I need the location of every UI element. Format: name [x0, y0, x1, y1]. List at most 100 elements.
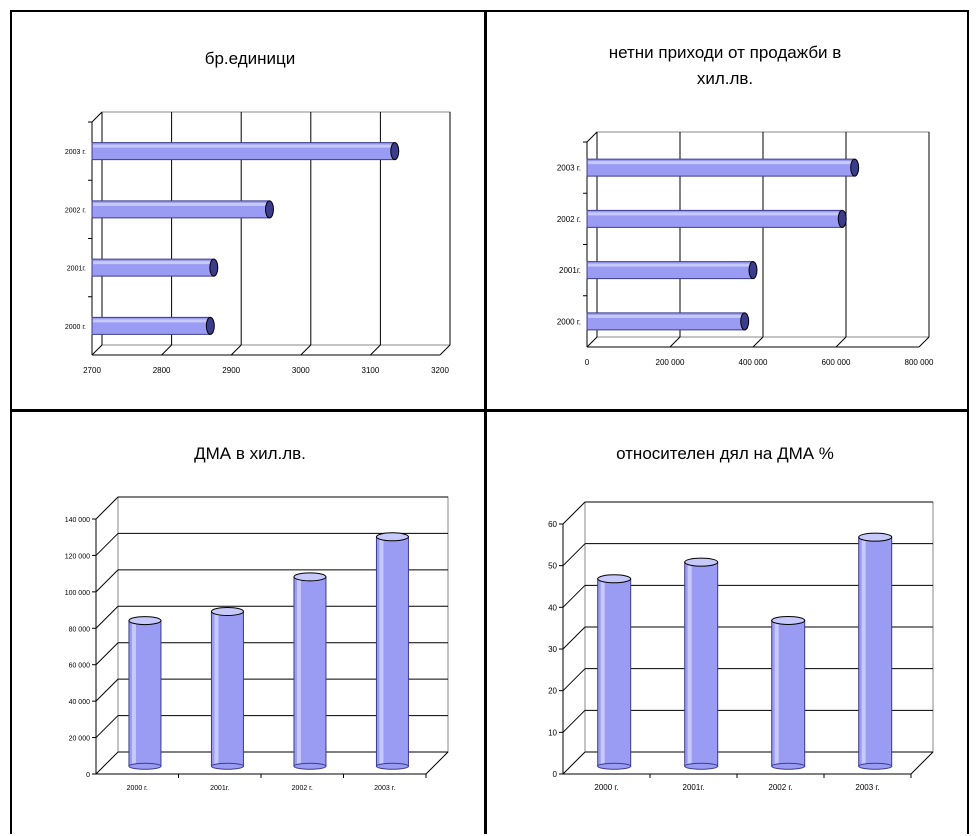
- c0-x-tick-label: 2700: [83, 366, 101, 375]
- c3-side-line: [562, 501, 586, 525]
- c1-category-label: 2003 г.: [557, 164, 581, 173]
- chart-panel-units: бр.единици 2700 2800 2900 3000 3100 3200 2000 г…: [10, 10, 486, 411]
- c2-side-line: [95, 605, 119, 629]
- c2-category-label: 2002 г.: [292, 785, 313, 792]
- fixed-assets-chart: ДМА в хил.лв. 0 20 000 40 000 60 000 80 000 10…: [65, 444, 449, 792]
- c0-bar-end: [264, 200, 274, 219]
- c3-side-line: [562, 584, 586, 608]
- c2-y-tick-label: 140 000: [65, 517, 90, 524]
- c0-bar-highlight: [93, 144, 394, 148]
- c2-bar-highlight: [214, 611, 219, 767]
- c2-category-label: 2000 г.: [127, 785, 148, 792]
- c1-floor-line: [669, 336, 681, 348]
- c1-bar-highlight: [588, 263, 752, 267]
- c0-bar-end: [390, 142, 400, 161]
- c2-y-tick-label: 120 000: [65, 553, 90, 560]
- c2-bar-highlight: [379, 536, 384, 767]
- c1-x-tick-label: 800 000: [905, 358, 934, 367]
- c1-category-label: 2002 г.: [557, 215, 581, 224]
- c3-category-label: 2001г.: [683, 783, 705, 792]
- c3-bar-base: [684, 762, 719, 770]
- c0-x-tick-label: 2900: [222, 366, 240, 375]
- c1-floor-line: [918, 336, 930, 348]
- chart-panel-net-revenue: нетни приходи от продажби в хил.лв. 0 200 0…: [485, 10, 969, 411]
- units-chart: бр.единици 2700 2800 2900 3000 3100 3200 2000 г…: [65, 49, 451, 375]
- c2-y-tick-label: 40 000: [69, 699, 91, 706]
- c0-category-label: 2001г.: [67, 266, 86, 273]
- c0-x-tick-label: 2800: [153, 366, 171, 375]
- c2-bar-top: [128, 616, 162, 626]
- c0-chart-title: бр.единици: [205, 49, 296, 68]
- chart-panel-fixed-assets-share: относителен дял на ДМА % 0 10 20 30 40 50 60 200…: [485, 410, 969, 834]
- c0-floor-line: [161, 344, 172, 356]
- c3-side-line: [562, 668, 586, 692]
- c3-y-tick-label: 10: [548, 728, 557, 737]
- c2-bar-base: [293, 762, 327, 770]
- c3-y-tick-label: 30: [548, 645, 557, 654]
- c3-y-tick-label: 50: [548, 562, 557, 571]
- c3-bar-highlight: [687, 562, 692, 767]
- c1-chart-title-line1: нетни приходи от продажби в: [609, 43, 842, 62]
- c0-floor-line: [439, 344, 451, 356]
- c0-bar-highlight: [93, 261, 213, 265]
- c3-bar-highlight: [600, 578, 605, 767]
- c1-chart-title-line2: хил.лв.: [697, 69, 753, 88]
- c3-category-label: 2002 г.: [768, 783, 792, 792]
- c1-bar-highlight: [588, 161, 854, 165]
- c1-category-label: 2001г.: [559, 266, 581, 275]
- c2-bar-highlight: [131, 620, 136, 767]
- c1-x-tick-label: 200 000: [656, 358, 685, 367]
- c1-x-tick-label: 0: [585, 358, 590, 367]
- c3-y-tick-label: 60: [548, 520, 557, 529]
- c3-bar-top: [771, 615, 806, 625]
- c0-category-label: 2002 г.: [65, 207, 86, 214]
- c0-floor-line: [370, 344, 381, 356]
- c2-category-label: 2003 г.: [374, 785, 395, 792]
- c3-bar-top: [597, 574, 632, 584]
- c1-bar-end: [837, 209, 847, 228]
- chart-panel-fixed-assets: ДМА в хил.лв. 0 20 000 40 000 60 000 80 000 10…: [10, 410, 486, 834]
- c1-bar-end: [850, 158, 860, 177]
- c3-bar-top: [858, 532, 893, 542]
- c2-side-line: [95, 569, 119, 593]
- c2-bar-highlight: [296, 576, 301, 767]
- c2-side-line: [95, 533, 119, 556]
- c0-floor-line: [230, 344, 242, 356]
- c1-bar-highlight: [588, 212, 842, 216]
- c2-bar-base: [375, 762, 409, 770]
- c0-bar-highlight: [93, 319, 210, 323]
- c1-floor-line: [586, 336, 598, 348]
- c2-category-label: 2001г.: [210, 785, 229, 792]
- c2-y-tick-label: 100 000: [65, 590, 90, 597]
- c3-chart-title: относителен дял на ДМА %: [616, 444, 834, 463]
- c3-side-line: [562, 709, 586, 733]
- c2-side-line: [95, 496, 119, 520]
- c1-bar-end: [748, 261, 758, 280]
- c2-floor-edge: [425, 751, 449, 775]
- c2-y-tick-label: 0: [86, 772, 90, 779]
- c3-side-line: [562, 751, 586, 775]
- c2-chart-title: ДМА в хил.лв.: [194, 444, 306, 463]
- net-revenue-chart: нетни приходи от продажби в хил.лв. 0 200 0…: [557, 43, 934, 367]
- c2-side-line: [95, 642, 119, 666]
- fixed-assets-share-chart: относителен дял на ДМА % 0 10 20 30 40 50 60 200…: [548, 444, 934, 792]
- c3-y-tick-label: 20: [548, 687, 557, 696]
- c3-bar-highlight: [861, 537, 866, 767]
- c3-bar-top: [684, 557, 719, 567]
- c2-side-line: [95, 678, 119, 702]
- c0-floor-line: [300, 344, 312, 356]
- c1-bar-end: [740, 312, 750, 331]
- c2-y-tick-label: 80 000: [69, 626, 91, 633]
- c2-y-tick-label: 20 000: [69, 736, 91, 743]
- c1-floor-line: [752, 336, 764, 348]
- c2-bar-top: [293, 572, 327, 582]
- c2-side-line: [95, 751, 119, 775]
- c3-bar-base: [597, 762, 632, 770]
- c3-side-line: [562, 543, 586, 567]
- c3-bar-base: [771, 762, 806, 770]
- c3-bar-base: [858, 762, 893, 770]
- c1-floor-line: [835, 336, 847, 348]
- c3-floor-edge: [910, 751, 934, 775]
- c3-y-tick-label: 0: [553, 770, 558, 779]
- c1-x-tick-label: 400 000: [739, 358, 768, 367]
